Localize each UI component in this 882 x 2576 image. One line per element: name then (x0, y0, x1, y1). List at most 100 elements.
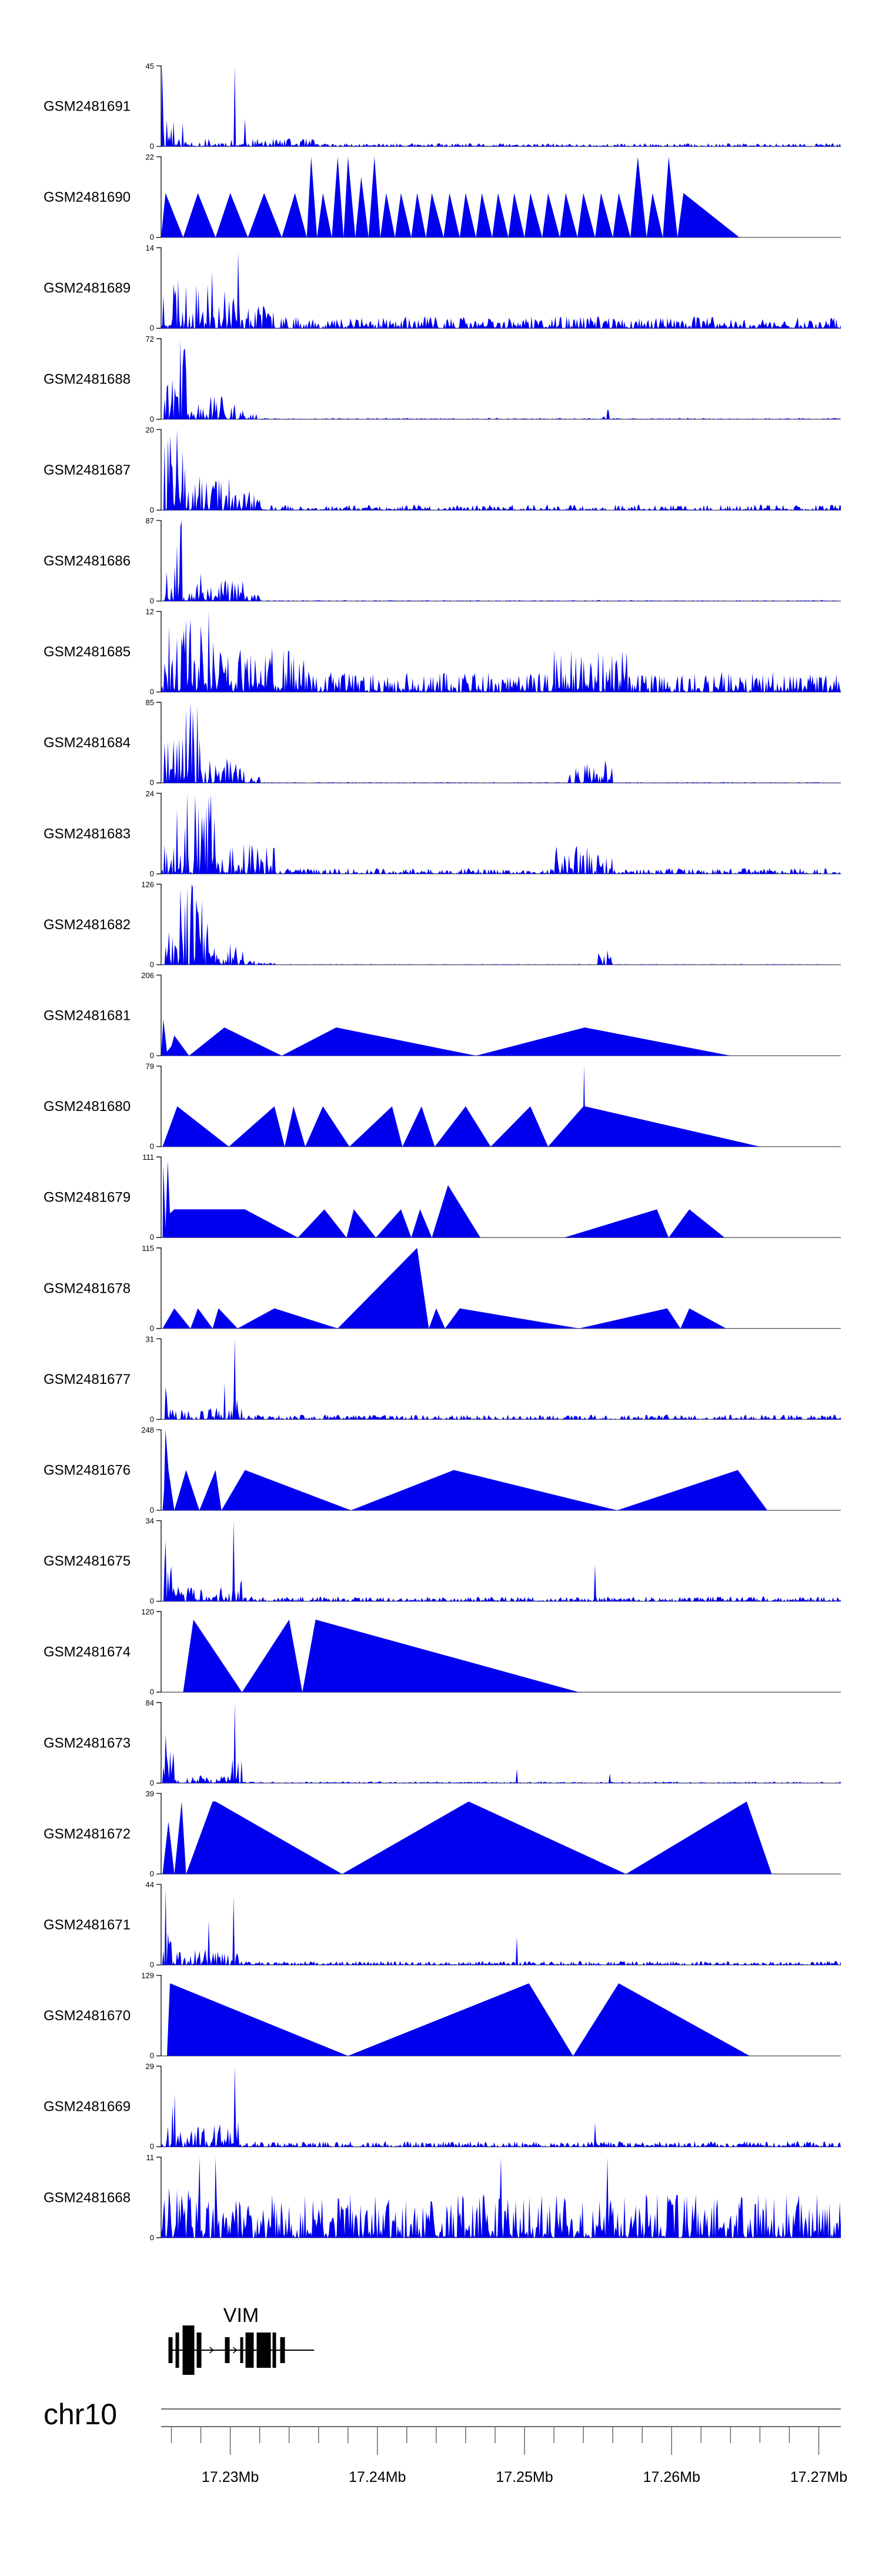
gene-exon (225, 2337, 230, 2363)
gene-exon (272, 2333, 276, 2368)
strand-arrow (233, 2347, 238, 2354)
track-y-axis (156, 156, 162, 238)
track-label: GSM2481671 (44, 1917, 131, 1933)
ymax-label: 115 (142, 1244, 154, 1253)
tick-label: 17.25Mb (496, 2469, 553, 2485)
chromosome-label: chr10 (44, 2398, 117, 2431)
track-label: GSM2481674 (44, 1644, 131, 1660)
coverage-area (161, 520, 841, 601)
track-y-axis (156, 338, 162, 420)
track-y-axis (156, 1338, 162, 1420)
track-y-axis (156, 1793, 162, 1875)
ymax-label: 12 (146, 608, 154, 616)
ymin-label: 0 (150, 1233, 154, 1242)
coverage-area (161, 2066, 841, 2147)
track-label: GSM2481672 (44, 1826, 131, 1842)
ymin-label: 0 (150, 1869, 154, 1878)
ymin-label: 0 (150, 415, 154, 423)
track-y-axis (156, 1520, 162, 1602)
gene-exon (240, 2337, 243, 2363)
coverage-area (161, 1019, 731, 1056)
coverage-area (162, 1247, 726, 1329)
ymin-label: 0 (150, 2233, 154, 2242)
track-GSM2481691: GSM2481691 45 0 (44, 62, 841, 151)
tick-label: 17.27Mb (790, 2469, 847, 2485)
ymin-label: 0 (150, 142, 154, 151)
track-GSM2481678: GSM2481678 115 0 (44, 1244, 841, 1333)
coverage-area (161, 2157, 841, 2238)
ymin-label: 0 (150, 688, 154, 696)
track-y-axis (156, 975, 162, 1056)
ymax-label: 34 (146, 1517, 154, 1526)
ymin-label: 0 (150, 2051, 154, 2060)
ymin-label: 0 (150, 778, 154, 787)
track-y-axis (156, 1611, 162, 1693)
ymin-label: 0 (150, 1687, 154, 1696)
track-label: GSM2481676 (44, 1463, 131, 1479)
coverage-area (161, 156, 740, 238)
coverage-area (161, 252, 841, 329)
ymin-label: 0 (150, 505, 154, 514)
tick-label: 17.23Mb (202, 2469, 259, 2485)
coverage-area (183, 1619, 579, 1693)
track-y-axis (156, 247, 162, 329)
ymax-label: 87 (146, 516, 154, 525)
ymin-label: 0 (150, 2142, 154, 2151)
gene-exon (168, 2337, 173, 2363)
track-y-axis (156, 883, 162, 966)
track-y-axis (156, 2157, 162, 2238)
ymax-label: 129 (141, 1971, 154, 1980)
track-label: GSM2481670 (44, 2008, 131, 2024)
coverage-area (167, 1983, 750, 2056)
genome-axis: chr10 17.23Mb 17.24Mb 17.25Mb 17.26Mb 17.27M… (44, 2398, 847, 2485)
track-label: GSM2481675 (44, 1553, 131, 1569)
ymax-label: 206 (141, 971, 154, 980)
coverage-area (161, 1520, 841, 1601)
track-label: GSM2481683 (44, 826, 131, 842)
track-label: GSM2481682 (44, 917, 131, 933)
ymin-label: 0 (150, 233, 154, 242)
track-GSM2481684: GSM2481684 85 0 (44, 698, 841, 787)
coverage-area (161, 1339, 841, 1420)
track-label: GSM2481668 (44, 2190, 131, 2205)
track-label: GSM2481691 (44, 99, 131, 115)
ymin-label: 0 (150, 1506, 154, 1514)
ymin-label: 0 (150, 1597, 154, 1606)
tracks-layer: GSM2481691450GSM2481690220GSM2481689140G… (44, 62, 841, 2242)
track-GSM2481685: GSM2481685 12 0 (44, 608, 841, 696)
ymin-label: 0 (150, 323, 154, 332)
track-y-axis (156, 1429, 162, 1511)
coverage-area (161, 793, 841, 874)
track-label: GSM2481687 (44, 462, 131, 478)
strand-arrow (209, 2347, 214, 2354)
track-GSM2481689: GSM2481689 14 0 (44, 243, 841, 332)
ymax-label: 84 (146, 1699, 154, 1707)
track-GSM2481686: GSM2481686 87 0 (44, 516, 841, 605)
track-GSM2481676: GSM2481676 248 0 (44, 1426, 841, 1514)
ymax-label: 39 (146, 1789, 154, 1798)
ymax-label: 79 (146, 1062, 154, 1071)
gene-exon (256, 2333, 271, 2368)
track-label: GSM2481678 (44, 1280, 131, 1296)
coverage-area (162, 1801, 772, 1874)
track-GSM2481688: GSM2481688 72 0 (44, 335, 841, 423)
ymax-label: 248 (141, 1426, 154, 1434)
ymax-label: 24 (146, 789, 154, 798)
strand-arrow (250, 2347, 255, 2354)
ymax-label: 22 (146, 153, 154, 162)
track-y-axis (156, 65, 162, 147)
ymin-label: 0 (150, 960, 154, 969)
gene-track: VIM (168, 2304, 315, 2375)
track-label: GSM2481686 (44, 553, 131, 569)
gene-exon (175, 2333, 179, 2368)
track-label: GSM2481669 (44, 2099, 131, 2115)
gene-exon (182, 2325, 195, 2375)
ymax-label: 85 (146, 698, 154, 707)
track-GSM2481673: GSM2481673 84 0 (44, 1699, 841, 1787)
track-y-axis (156, 429, 162, 511)
track-y-axis (156, 2066, 162, 2147)
track-y-axis (156, 1156, 162, 1238)
track-label: GSM2481684 (44, 735, 131, 751)
ymax-label: 120 (141, 1607, 154, 1616)
